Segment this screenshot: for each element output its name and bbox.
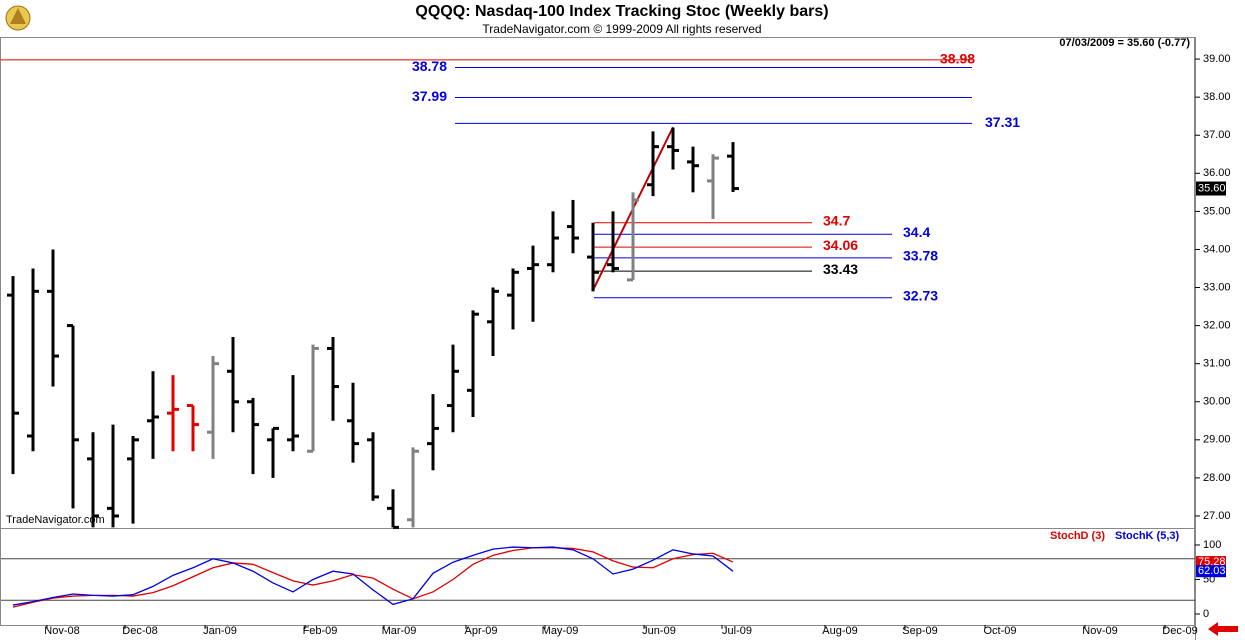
y-tick-label: 39.00 <box>1203 53 1231 65</box>
price-marker-label: 35.60 <box>1198 182 1226 194</box>
x-tick-label: Jun-09 <box>642 625 676 637</box>
y-tick-label: 34.00 <box>1203 243 1231 255</box>
status: 07/03/2009 = 35.60 (-0.77) <box>1059 37 1190 49</box>
x-tick-label: Jan-09 <box>203 625 237 637</box>
x-tick-label: Oct-09 <box>983 625 1016 637</box>
level-label: 34.7 <box>823 212 850 228</box>
level-label: 37.31 <box>985 114 1020 130</box>
end-marker-label: 62.03 <box>1198 565 1226 577</box>
logo <box>5 5 31 31</box>
level-label: 38.78 <box>412 58 447 74</box>
level-label: 32.73 <box>903 288 938 304</box>
y-tick-label: 35.00 <box>1203 205 1231 217</box>
x-tick-label: May-09 <box>542 625 579 637</box>
level-label: 34.06 <box>823 237 858 253</box>
y-tick-label: 38.00 <box>1203 91 1231 103</box>
x-tick-label: Dec-08 <box>122 625 157 637</box>
legend-entry: StochD (3) <box>1050 530 1105 542</box>
end-marker <box>1196 565 1226 578</box>
level-label: 33.78 <box>903 248 938 264</box>
y-tick-label: 33.00 <box>1203 281 1231 293</box>
x-tick-label: Apr-09 <box>464 625 497 637</box>
y-tick-label: 100 <box>1203 539 1221 551</box>
x-tick-label: Aug-09 <box>822 625 857 637</box>
level-label: 38.98 <box>940 51 975 67</box>
y-tick-label: 31.00 <box>1203 358 1231 370</box>
x-tick-label: Feb-09 <box>303 625 338 637</box>
chart-subtitle: TradeNavigator.com © 1999-2009 All right… <box>482 22 761 36</box>
stoch-line <box>12 547 734 608</box>
price-marker <box>1196 181 1226 196</box>
x-tick-label: Nov-08 <box>44 625 79 637</box>
chart-title: QQQQ: Nasdaq-100 Index Tracking Stoc (We… <box>415 3 828 20</box>
stoch-line <box>12 546 734 606</box>
y-tick-label: 30.00 <box>1203 396 1231 408</box>
x-tick-label: Sep-09 <box>902 625 937 637</box>
level-label: 34.4 <box>903 224 930 240</box>
scroll-arrow[interactable] <box>1208 622 1238 636</box>
y-tick-label: 32.00 <box>1203 319 1231 331</box>
end-marker-label: 75.28 <box>1198 556 1226 568</box>
y-tick-label: 37.00 <box>1203 129 1231 141</box>
level-label: 33.43 <box>823 261 858 277</box>
x-tick-label: Dec-09 <box>1162 625 1197 637</box>
level-label: 37.99 <box>412 88 447 104</box>
frame <box>0 37 1195 626</box>
end-marker <box>1196 556 1226 569</box>
watermark: TradeNavigator.com <box>6 514 105 526</box>
y-tick-label: 0 <box>1203 608 1209 620</box>
x-tick-label: Mar-09 <box>382 625 417 637</box>
y-tick-label: 27.00 <box>1203 510 1231 522</box>
y-tick-label: 36.00 <box>1203 167 1231 179</box>
x-tick-label: Nov-09 <box>1082 625 1117 637</box>
legend-entry: StochK (5,3) <box>1115 530 1180 542</box>
x-tick-label: Jul-09 <box>722 625 752 637</box>
y-tick-label: 29.00 <box>1203 434 1231 446</box>
y-tick-label: 28.00 <box>1203 472 1231 484</box>
